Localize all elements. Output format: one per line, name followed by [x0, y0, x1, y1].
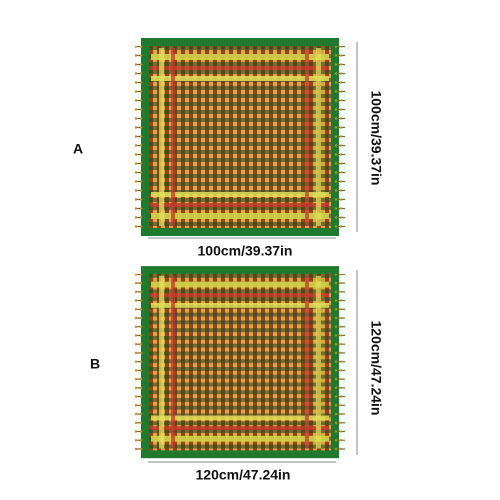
width-label: 100cm/39.37in	[198, 243, 293, 259]
scarf-b	[135, 270, 345, 454]
scarf-a	[135, 42, 345, 232]
label-b: B	[90, 356, 100, 372]
height-label: 100cm/39.37in	[368, 91, 384, 186]
label-a: A	[73, 141, 83, 157]
height-label: 120cm/47.24in	[368, 321, 384, 416]
width-label: 120cm/47.24in	[196, 467, 291, 483]
